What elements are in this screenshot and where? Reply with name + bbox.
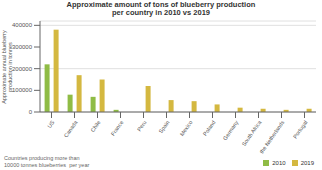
svg-text:400000: 400000 bbox=[12, 22, 33, 28]
svg-text:US: US bbox=[46, 119, 55, 129]
svg-text:Chile: Chile bbox=[89, 119, 101, 133]
svg-text:Canada: Canada bbox=[63, 119, 80, 139]
svg-text:Poland: Poland bbox=[202, 119, 217, 136]
html-text:2010: 2010 bbox=[272, 160, 286, 166]
svg-text:Peru: Peru bbox=[136, 119, 148, 132]
svg-text:Portugal: Portugal bbox=[292, 119, 309, 139]
svg-text:Spain: Spain bbox=[158, 119, 171, 134]
svg-text:South Africa: South Africa bbox=[241, 119, 263, 148]
svg-text:France: France bbox=[110, 119, 125, 136]
html-text:Countries producing more than: Countries producing more than 10000 tonn… bbox=[4, 155, 90, 168]
svg-text:100000: 100000 bbox=[12, 87, 33, 93]
svg-text:0: 0 bbox=[29, 109, 33, 115]
svg-text:200000: 200000 bbox=[12, 66, 33, 72]
svg-text:the Netherlands: the Netherlands bbox=[258, 119, 285, 154]
html-text:Approximate annual blueberry p: Approximate annual blueberry production … bbox=[0, 29, 13, 104]
html-text:Approximate amount of tons of: Approximate amount of tons of blueberry … bbox=[66, 0, 256, 18]
svg-text:Germany: Germany bbox=[222, 119, 240, 141]
svg-text:Mexico: Mexico bbox=[179, 119, 194, 137]
html-text:2019: 2019 bbox=[300, 160, 314, 166]
svg-text:300000: 300000 bbox=[12, 44, 33, 50]
